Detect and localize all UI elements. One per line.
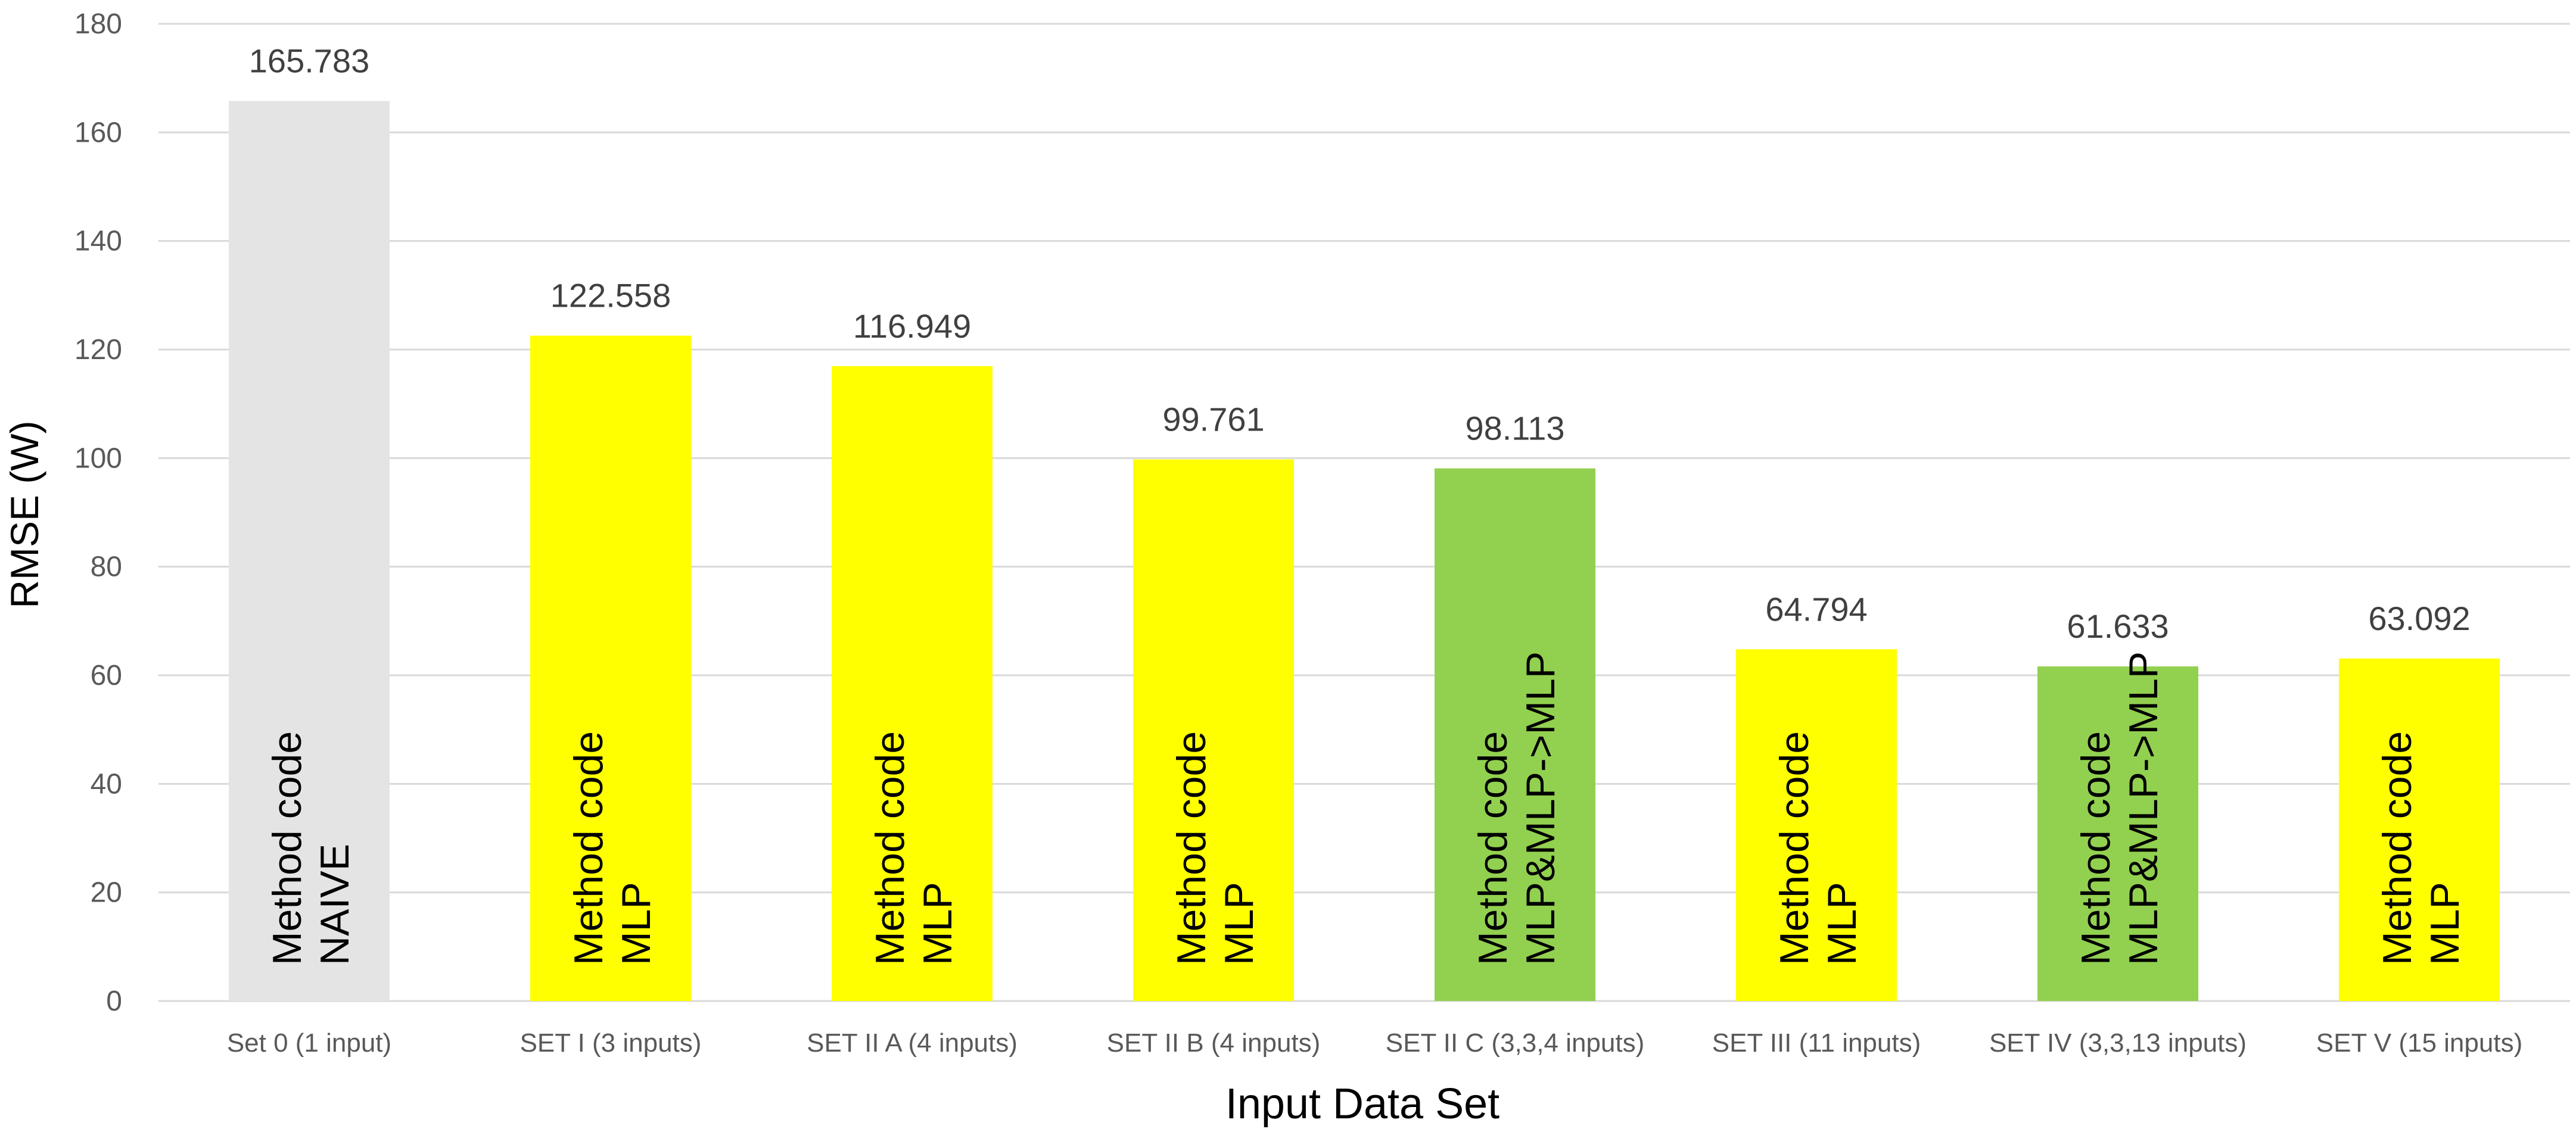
data-label: 61.633 [2067, 607, 2169, 645]
x-tick-label: SET V (15 inputs) [2316, 1028, 2522, 1058]
y-tick-label: 40 [91, 768, 122, 800]
gridlines [158, 23, 2570, 1002]
bar-method-label: Method codeMLP&MLP->MLP [2073, 651, 2166, 965]
x-axis-title: Input Data Set [1225, 1080, 1499, 1128]
bar-method-label-line: Method code [1470, 731, 1516, 965]
y-tick-label: 180 [74, 8, 122, 40]
bar-method-label: Method codeMLP [1169, 731, 1262, 965]
bar-method-label-line: Method code [1772, 731, 1817, 965]
bar-method-label-line: Method code [1169, 731, 1214, 965]
bar-method-label: Method codeMLP&MLP->MLP [1470, 651, 1563, 965]
x-tick-label: SET II B (4 inputs) [1107, 1028, 1321, 1058]
bar-method-label-line: MLP&MLP->MLP [1518, 651, 1563, 965]
bar-method-label-line: Method code [2375, 731, 2420, 965]
bar-method-label-line: Method code [2073, 731, 2118, 965]
y-tick-label: 140 [74, 226, 122, 257]
data-label: 99.761 [1162, 401, 1264, 438]
bar [530, 335, 691, 1001]
bar-method-label-line: Method code [265, 731, 310, 965]
x-tick-label: SET IV (3,3,13 inputs) [1989, 1028, 2247, 1058]
bar [1435, 468, 1595, 1001]
bar [2037, 666, 2198, 1001]
data-label: 64.794 [1765, 590, 1867, 628]
data-label: 165.783 [249, 42, 369, 80]
bar-method-label-line: Method code [566, 731, 611, 965]
data-label: 122.558 [550, 277, 671, 314]
y-tick-label: 20 [91, 877, 122, 909]
x-tick-label: SET III (11 inputs) [1712, 1028, 1921, 1058]
bar-method-label-line: MLP [2422, 882, 2468, 965]
bar [229, 101, 390, 1001]
data-label: 63.092 [2368, 600, 2470, 637]
bar-method-label: Method codeMLP [566, 731, 659, 965]
bar [1736, 649, 1897, 1001]
x-tick-label: SET I (3 inputs) [520, 1028, 702, 1058]
bar-method-label: Method codeMLP [867, 731, 960, 965]
data-label: 116.949 [853, 307, 971, 345]
y-axis-ticks: 0 20 40 60 80 100 120 140 160 180 [74, 8, 122, 1017]
bar-method-label-line: MLP [614, 882, 659, 965]
bar [832, 366, 993, 1001]
y-tick-label: 80 [91, 551, 122, 583]
bar-method-label: Method codeMLP [1772, 731, 1865, 965]
bar-method-label-line: MLP [1819, 882, 1865, 965]
y-tick-label: 100 [74, 442, 122, 474]
y-tick-label: 60 [91, 660, 122, 691]
x-tick-label: Set 0 (1 input) [227, 1028, 391, 1058]
y-tick-label: 120 [74, 334, 122, 366]
bar-method-label-line: MLP&MLP->MLP [2121, 651, 2166, 965]
bar-method-label-line: NAIVE [312, 844, 357, 965]
bar-method-label-line: MLP [915, 882, 960, 965]
x-tick-label: SET II A (4 inputs) [807, 1028, 1018, 1058]
data-label: 98.113 [1465, 410, 1564, 447]
x-axis-ticks: Set 0 (1 input) SET I (3 inputs) SET II A … [227, 1028, 2522, 1058]
bar-method-label-line: Method code [867, 731, 913, 965]
bar-method-label: Method codeMLP [2375, 731, 2468, 965]
bar [1133, 459, 1294, 1001]
x-tick-label: SET II C (3,3,4 inputs) [1386, 1028, 1644, 1058]
bar-method-label-line: MLP [1217, 882, 1262, 965]
y-tick-label: 0 [106, 986, 122, 1017]
y-axis-title: RMSE (W) [2, 420, 46, 608]
y-tick-label: 160 [74, 117, 122, 148]
bar-method-label: Method codeNAIVE [265, 731, 357, 965]
bar [2339, 658, 2500, 1001]
